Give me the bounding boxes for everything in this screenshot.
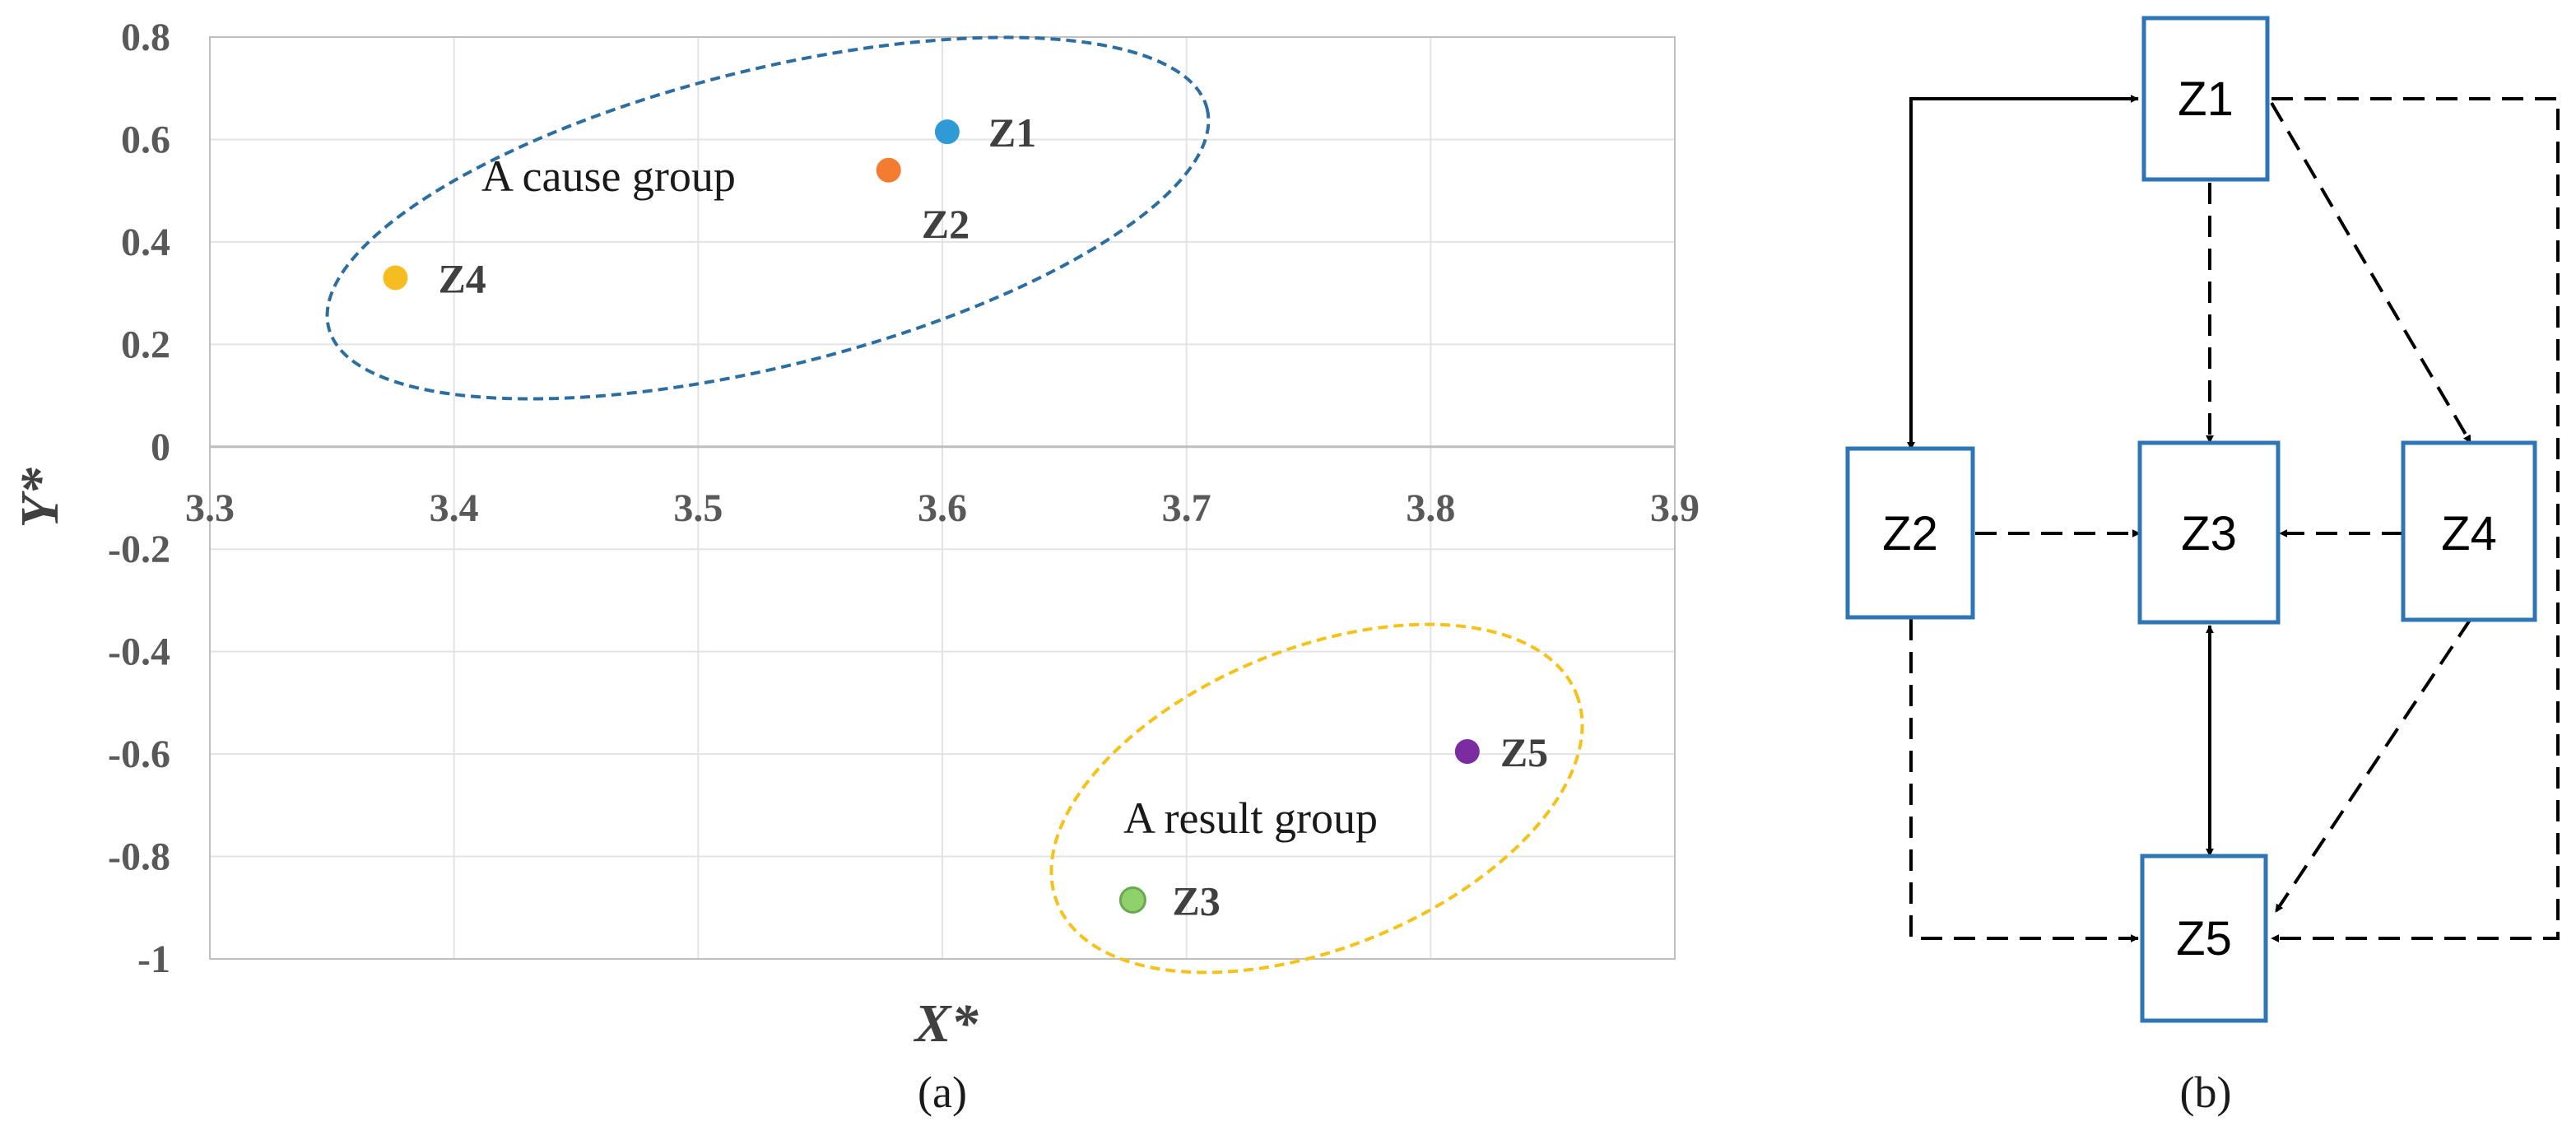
data-point-label-z1: Z1	[988, 109, 1036, 156]
caption-b: (b)	[2180, 1068, 2232, 1117]
x-axis-tick-labels: 3.3 3.4 3.5 3.6 3.7 3.8 3.9	[185, 486, 1700, 530]
node-z3-label: Z3	[2181, 507, 2237, 561]
y-tick-label: -0.6	[108, 733, 170, 776]
y-tick-label: -1	[137, 938, 170, 981]
cause-group-label: A cause group	[481, 151, 736, 201]
data-point-label-z5: Z5	[1500, 729, 1548, 775]
cause-group-ellipse	[325, 35, 1211, 401]
result-group-label: A result group	[1123, 793, 1378, 843]
y-tick-label: -0.4	[108, 630, 170, 674]
edge-z1-z2	[1907, 95, 2139, 450]
edge-z4-z5	[2274, 617, 2472, 914]
x-tick-label: 3.9	[1650, 486, 1700, 530]
relation-diagram: Z1 Z2 Z3 Z4 Z5 (b)	[1845, 16, 2560, 1117]
y-tick-label: 0	[151, 426, 170, 469]
data-point-label-z3: Z3	[1172, 877, 1220, 924]
result-group-ellipse	[1049, 622, 1584, 975]
data-point-z2	[876, 157, 901, 183]
edge-z2-z5	[1909, 619, 2139, 942]
data-point-z5	[1454, 739, 1480, 764]
x-tick-label: 3.6	[918, 486, 967, 530]
node-z2: Z2	[1845, 446, 1975, 620]
data-points: Z1 Z2 Z3 Z4 Z5	[383, 109, 1548, 924]
y-tick-label: 0.4	[121, 221, 170, 264]
data-point-label-z2: Z2	[922, 201, 969, 247]
diagram-nodes: Z1 Z2 Z3 Z4 Z5	[1845, 16, 2537, 1023]
x-axis-title: X*	[913, 993, 979, 1054]
node-z3: Z3	[2137, 440, 2281, 625]
y-tick-label: 0.8	[121, 16, 170, 59]
x-tick-label: 3.8	[1406, 486, 1455, 530]
y-tick-label: -0.8	[108, 835, 170, 879]
node-z5-label: Z5	[2176, 912, 2232, 966]
node-z1-label: Z1	[2178, 72, 2234, 126]
node-z2-label: Z2	[1882, 507, 1938, 561]
scatter-chart: 0.80.60.40.20-0.2-0.4-0.6-0.8-1 3.3 3.4 3.…	[10, 16, 1700, 1117]
node-z5: Z5	[2140, 854, 2268, 1023]
x-tick-label: 3.7	[1162, 486, 1211, 530]
x-tick-label: 3.4	[430, 486, 479, 530]
data-point-z3	[1118, 886, 1146, 914]
x-tick-label: 3.5	[673, 486, 723, 530]
caption-a: (a)	[918, 1068, 967, 1117]
data-point-z1	[934, 119, 960, 145]
y-axis-tick-labels: 0.8 0.6 0.4 0.2 0 -0.2 -0.4 -0.6 -0.8 -1	[108, 16, 170, 981]
data-point-label-z4: Z4	[438, 255, 486, 301]
y-tick-label: -0.2	[108, 528, 170, 571]
edge-z1-z4	[2270, 101, 2472, 444]
diagram-edges	[1907, 95, 2560, 942]
node-z4-label: Z4	[2441, 507, 2497, 561]
node-z1: Z1	[2141, 16, 2270, 182]
edge-z1-z5	[2271, 97, 2560, 942]
y-tick-label: 0.2	[121, 323, 170, 366]
node-z4: Z4	[2401, 440, 2537, 622]
y-axis-title: Y*	[10, 467, 70, 528]
data-point-z4	[383, 265, 408, 291]
x-tick-label: 3.3	[185, 486, 235, 530]
plot-area-frame	[209, 36, 1676, 960]
y-tick-label: 0.6	[121, 118, 170, 161]
